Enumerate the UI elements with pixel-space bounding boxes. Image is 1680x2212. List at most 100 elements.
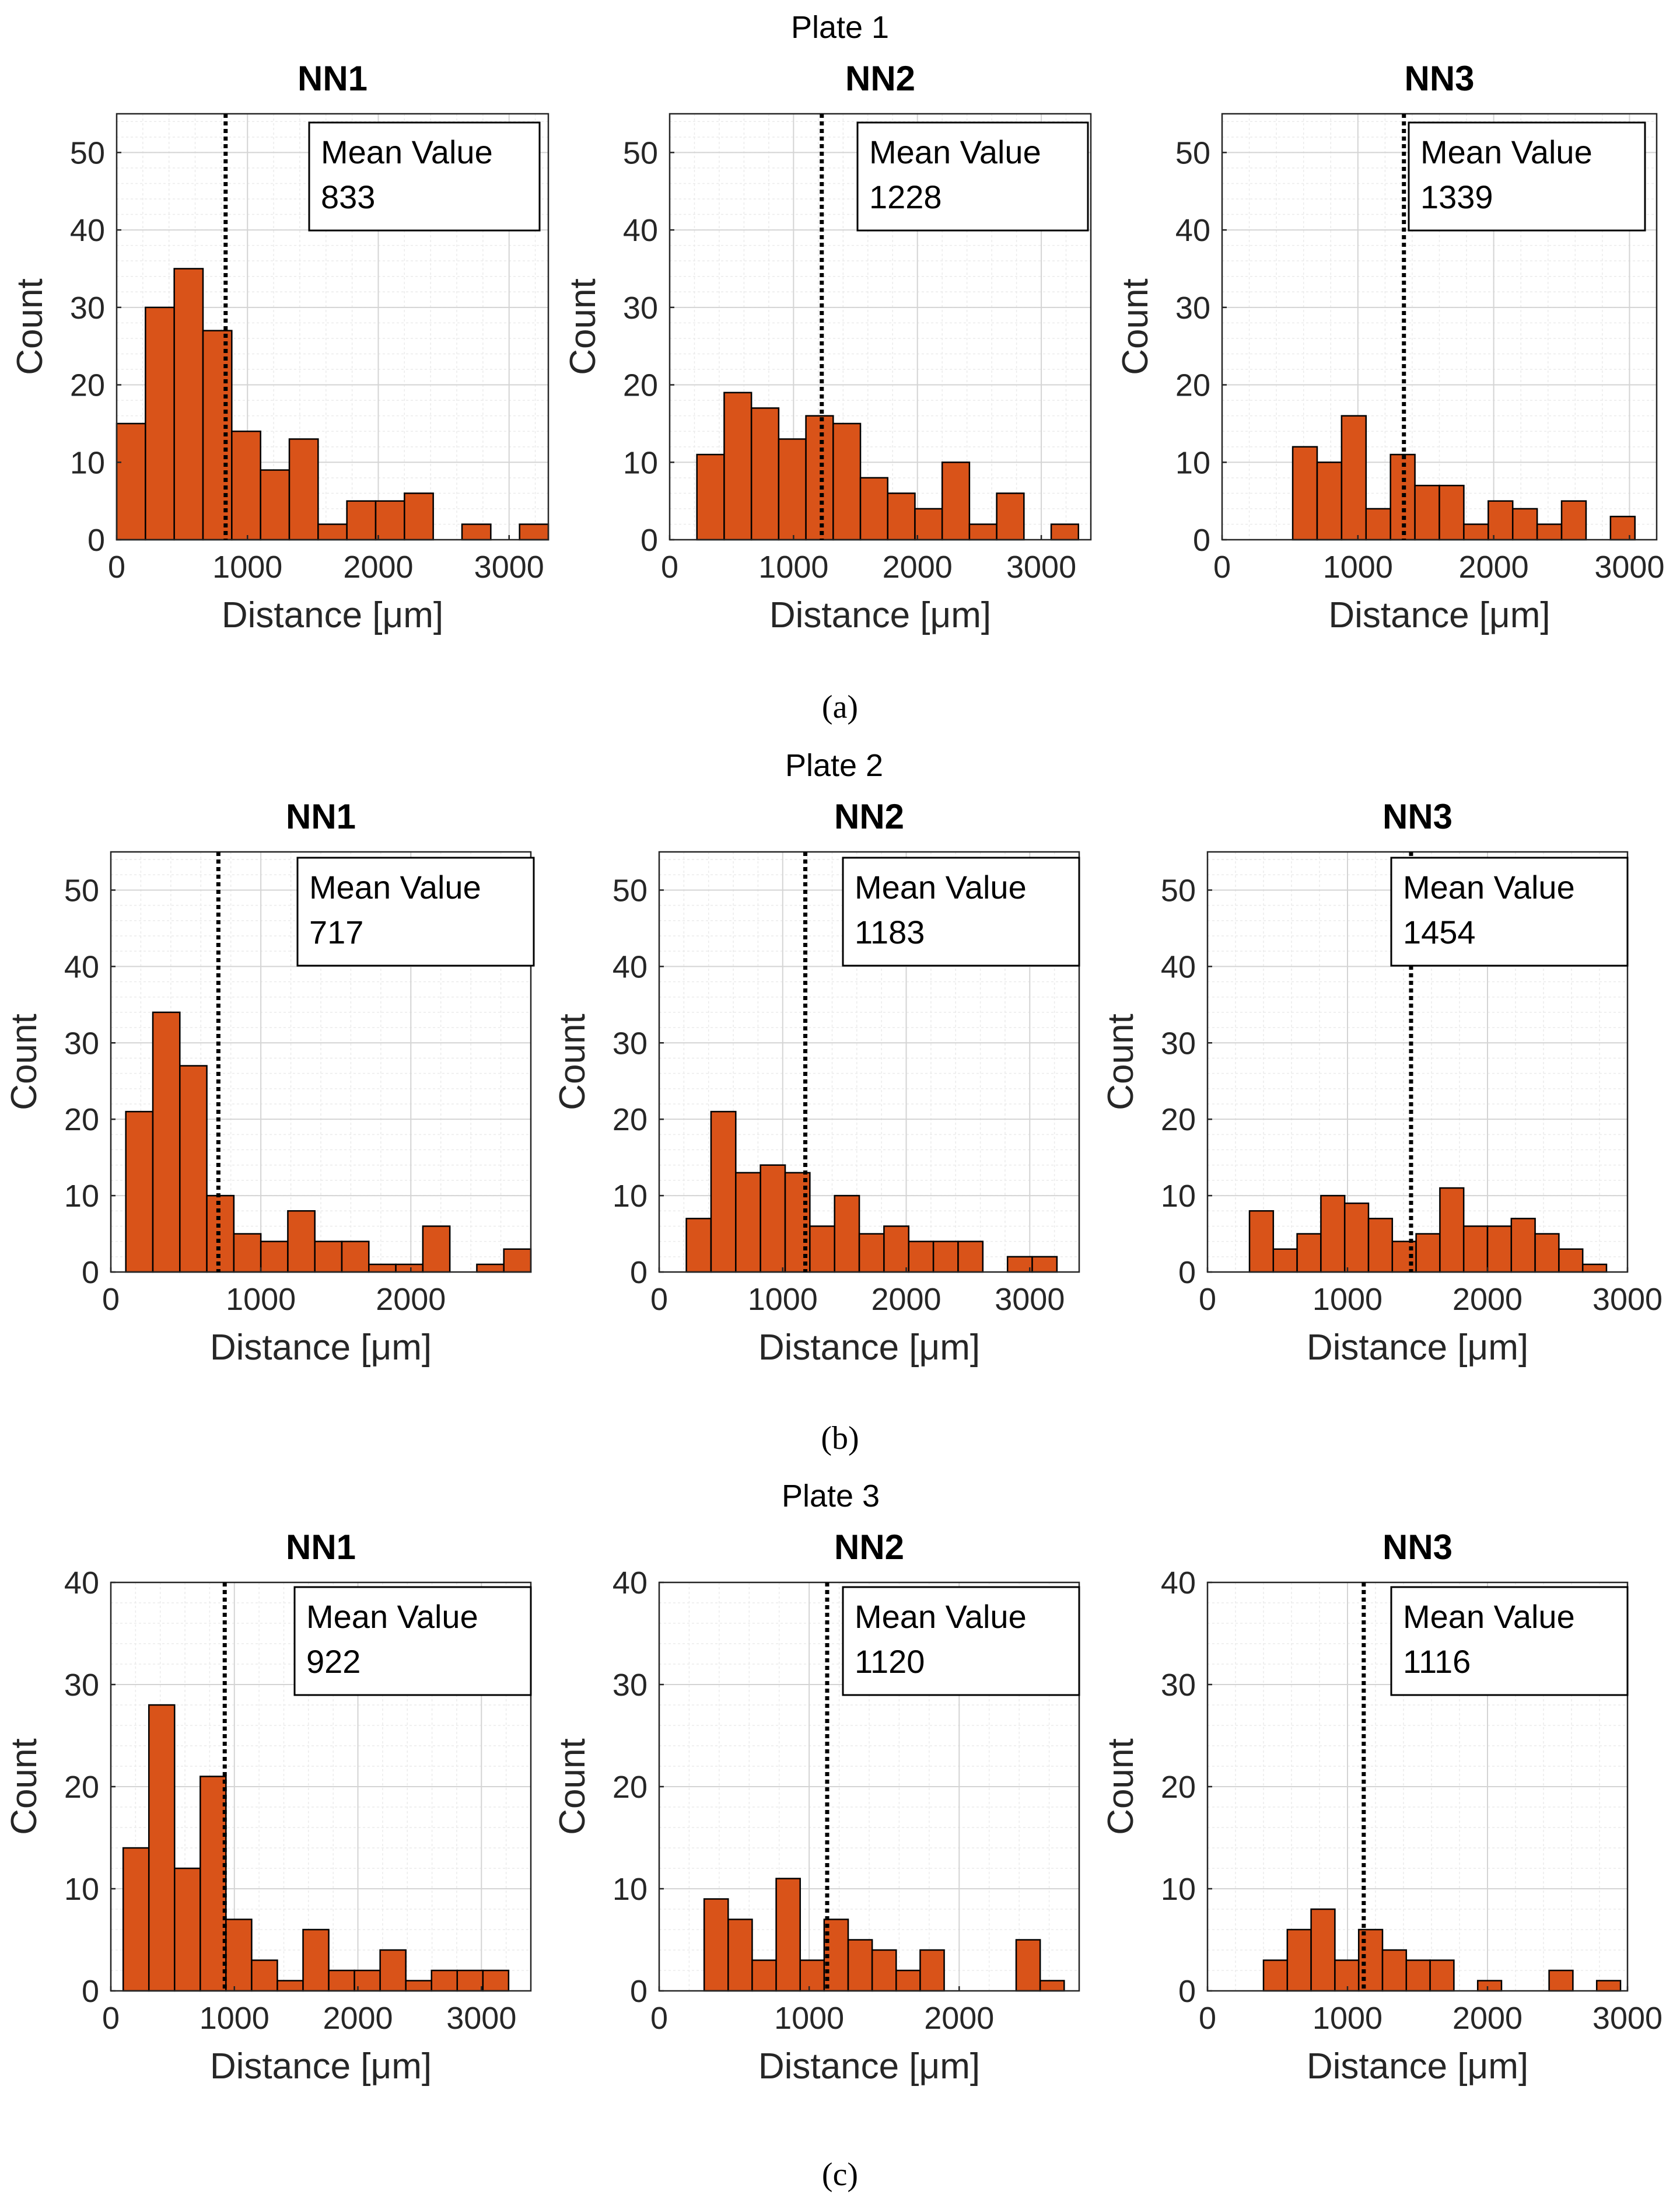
- histogram-bar: [1015, 1939, 1041, 1992]
- histogram-bar: [260, 1240, 289, 1273]
- y-tick-label: 20: [1161, 1102, 1196, 1137]
- histogram-bar: [703, 1898, 729, 1992]
- histogram-bar: [1511, 508, 1538, 541]
- y-axis-label: Count: [1101, 1738, 1141, 1834]
- y-tick-label: 30: [612, 1026, 648, 1061]
- histogram-chart-3: 0 1000 2000 3000 0 10 20 30 40 50 Distance [μm] Cou…: [1115, 59, 1665, 635]
- x-tick-label: 0: [102, 1282, 120, 1317]
- x-tick-label: 0: [650, 2001, 668, 2036]
- mean-value-box: [856, 121, 1089, 232]
- histogram-bar: [231, 430, 261, 541]
- x-tick-label: 1000: [1312, 2001, 1382, 2036]
- histogram-bar: [1429, 1959, 1455, 1992]
- y-tick-label: 50: [1161, 873, 1196, 908]
- histogram-bar: [1357, 1928, 1384, 1992]
- histogram-bar: [1039, 1980, 1065, 1992]
- x-tick-label: 0: [1213, 550, 1231, 585]
- chart-title: NN1: [298, 59, 368, 98]
- histogram-bar: [871, 1949, 897, 1992]
- histogram-bar: [1343, 1202, 1370, 1273]
- histogram-bar: [1486, 1225, 1513, 1273]
- mean-value-label: Mean Value: [869, 134, 1041, 170]
- mean-value-label: Mean Value: [306, 1598, 478, 1635]
- y-tick-label: 10: [1161, 1872, 1196, 1907]
- x-axis-label: Distance [μm]: [1307, 2046, 1528, 2087]
- histogram-bar: [1609, 515, 1636, 541]
- histogram-bar: [1405, 1959, 1431, 1992]
- histogram-bar: [1334, 1959, 1360, 1992]
- x-tick-label: 1000: [774, 2001, 844, 2036]
- y-tick-label: 40: [612, 949, 648, 984]
- histogram-bar: [1462, 1225, 1489, 1273]
- x-tick-label: 1000: [1312, 1282, 1382, 1317]
- chart-title: NN3: [1382, 797, 1452, 836]
- mean-value-number: 717: [309, 914, 363, 951]
- y-tick-label: 0: [82, 1255, 99, 1290]
- histogram-chart-6: 0 1000 2000 3000 0 10 20 30 40 50 Distance [μm] Cou…: [1101, 797, 1662, 1368]
- histogram-bar: [503, 1248, 532, 1273]
- y-tick-label: 50: [64, 873, 99, 908]
- axes-box: [110, 851, 532, 1273]
- x-axis-label: Distance [μm]: [758, 2046, 980, 2087]
- x-tick-label: 2000: [1452, 1282, 1522, 1317]
- x-tick-label: 1000: [212, 550, 282, 585]
- x-tick-label: 0: [1199, 2001, 1216, 2036]
- histogram-bar: [968, 523, 998, 541]
- histogram-bar: [1272, 1248, 1298, 1273]
- histogram-chart-5: 0 1000 2000 3000 0 10 20 30 40 50 Distance [μm] Cou…: [552, 797, 1080, 1368]
- x-tick-label: 0: [108, 550, 125, 585]
- plate-3-title: Plate 3: [782, 1479, 880, 1514]
- y-tick-label: 30: [1161, 1026, 1196, 1061]
- x-tick-label: 2000: [871, 1282, 941, 1317]
- y-tick-label: 0: [640, 523, 658, 558]
- mean-value-label: Mean Value: [309, 869, 481, 906]
- histogram-bar: [368, 1263, 397, 1273]
- histogram-bar: [225, 1919, 253, 1992]
- histogram-bar: [148, 1704, 176, 1992]
- plate-2-title: Plate 2: [785, 748, 883, 783]
- histogram-bar: [287, 1210, 316, 1273]
- y-tick-label: 40: [612, 1565, 648, 1601]
- histogram-bar: [276, 1980, 304, 1992]
- histogram-bar: [760, 1164, 786, 1273]
- histogram-chart-7: 0 1000 2000 3000 0 10 20 30 40 Distance [μm] Count…: [4, 1528, 532, 2087]
- y-tick-label: 0: [1178, 1255, 1196, 1290]
- histogram-bar: [1365, 508, 1391, 541]
- mean-value-number: 922: [306, 1643, 360, 1680]
- y-tick-label: 10: [64, 1179, 99, 1214]
- x-axis-label: Distance [μm]: [1328, 595, 1550, 635]
- histogram-bar: [179, 1065, 208, 1273]
- x-tick-label: 1000: [200, 2001, 270, 2036]
- histogram-bar: [173, 268, 204, 541]
- x-tick-label: 2000: [376, 1282, 446, 1317]
- y-axis-label: Count: [4, 1738, 44, 1834]
- axes-box: [658, 851, 1080, 1273]
- y-tick-label: 20: [70, 368, 105, 403]
- y-tick-label: 50: [623, 135, 658, 170]
- mean-value-number: 1183: [855, 914, 925, 951]
- x-tick-label: 2000: [323, 2001, 393, 2036]
- axes-box: [116, 113, 550, 541]
- histogram-bar: [1031, 1256, 1058, 1273]
- histogram-bar: [799, 1959, 825, 1992]
- x-tick-label: 3000: [1592, 2001, 1662, 2036]
- y-tick-label: 40: [70, 213, 105, 248]
- histogram-bar: [346, 500, 377, 541]
- y-tick-label: 10: [623, 445, 658, 480]
- histogram-bar: [723, 392, 752, 541]
- y-tick-label: 40: [64, 949, 99, 984]
- y-tick-label: 30: [1175, 291, 1210, 326]
- x-tick-label: 1000: [1323, 550, 1393, 585]
- histogram-bar: [858, 1233, 885, 1273]
- x-axis-label: Distance [μm]: [758, 1327, 980, 1368]
- histogram-bar: [919, 1949, 945, 1992]
- mean-value-box: [293, 1586, 532, 1696]
- panel-label-c: (c): [822, 2157, 858, 2193]
- mean-value-number: 1454: [1403, 914, 1476, 951]
- histogram-chart-9: 0 1000 2000 3000 0 10 20 30 40 Distance [μm] Count…: [1101, 1528, 1662, 2087]
- histogram-bar: [932, 1240, 959, 1273]
- histogram-bar: [859, 477, 888, 541]
- histogram-bar: [696, 453, 725, 541]
- plate-1-title: Plate 1: [791, 10, 889, 45]
